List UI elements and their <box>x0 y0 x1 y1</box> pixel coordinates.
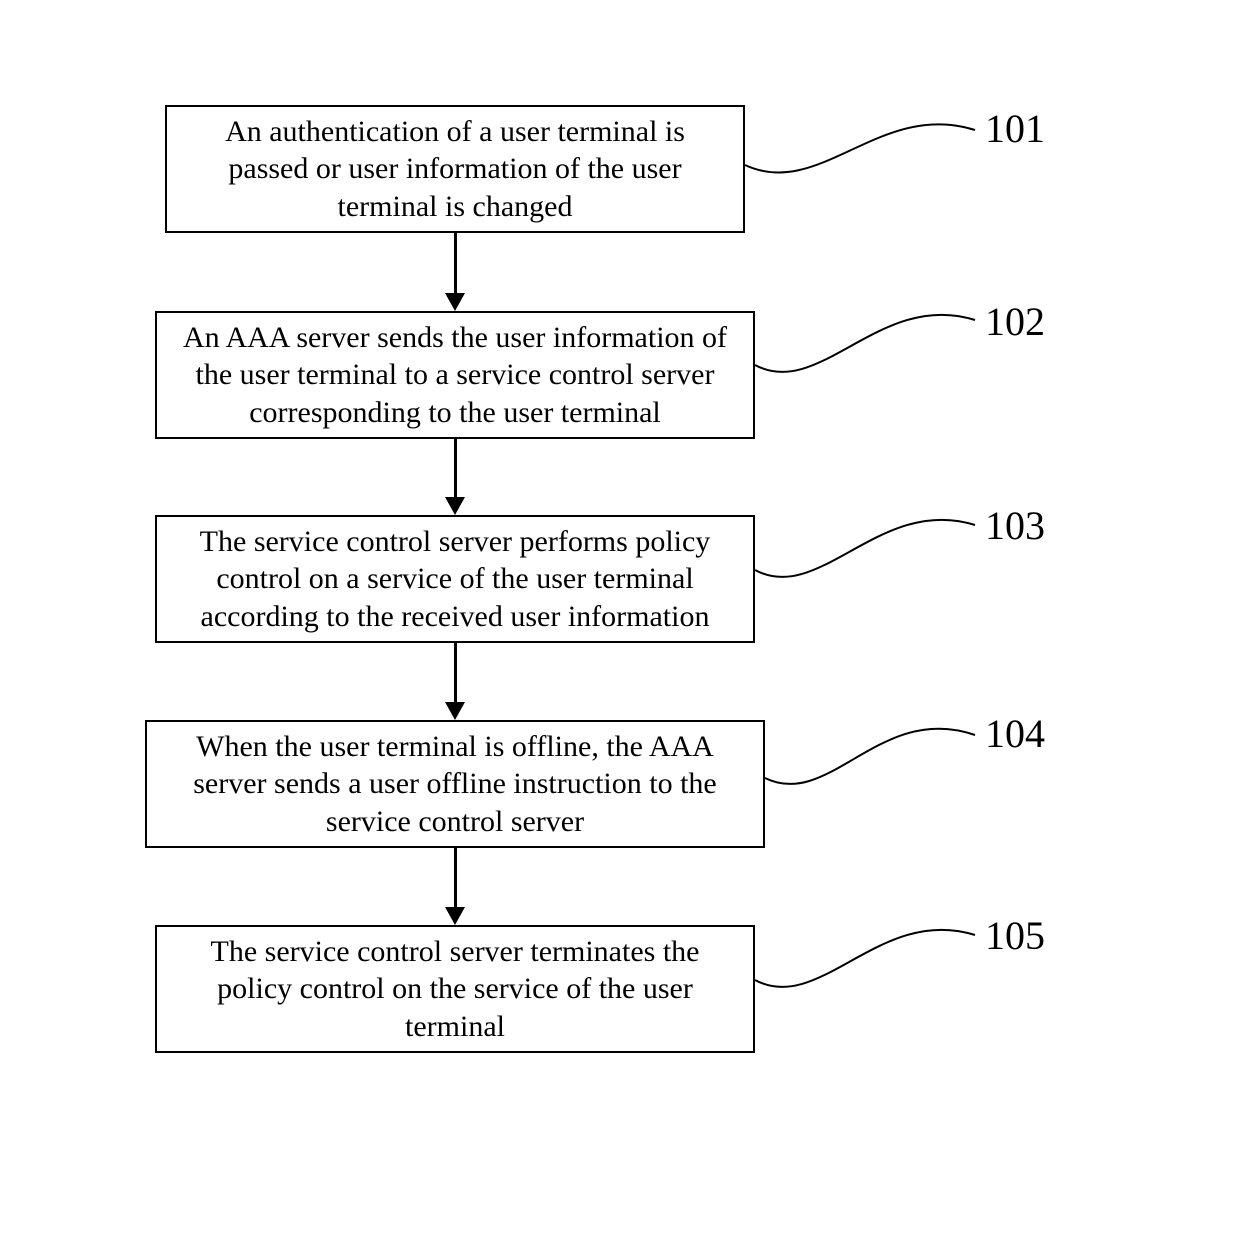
step-box-101: An authentication of a user terminal is … <box>165 105 745 233</box>
step-box-105: The service control server terminates th… <box>155 925 755 1053</box>
flowchart-container: An authentication of a user terminal is … <box>0 0 1240 1244</box>
arrow-head-3 <box>445 702 465 720</box>
step-text-105: The service control server terminates th… <box>177 933 733 1046</box>
step-label-104: 104 <box>985 710 1045 757</box>
step-label-105: 105 <box>985 912 1045 959</box>
step-text-104: When the user terminal is offline, the A… <box>167 728 743 841</box>
step-label-103: 103 <box>985 502 1045 549</box>
step-label-101: 101 <box>985 105 1045 152</box>
step-box-102: An AAA server sends the user information… <box>155 311 755 439</box>
step-text-101: An authentication of a user terminal is … <box>187 113 723 226</box>
step-box-104: When the user terminal is offline, the A… <box>145 720 765 848</box>
step-text-103: The service control server performs poli… <box>177 523 733 636</box>
arrow-head-2 <box>445 497 465 515</box>
arrow-line-4 <box>454 848 457 907</box>
arrow-line-3 <box>454 643 457 702</box>
arrow-line-2 <box>454 439 457 497</box>
arrow-head-1 <box>445 293 465 311</box>
step-box-103: The service control server performs poli… <box>155 515 755 643</box>
arrow-line-1 <box>454 233 457 293</box>
step-text-102: An AAA server sends the user information… <box>177 319 733 432</box>
step-label-102: 102 <box>985 298 1045 345</box>
arrow-head-4 <box>445 907 465 925</box>
